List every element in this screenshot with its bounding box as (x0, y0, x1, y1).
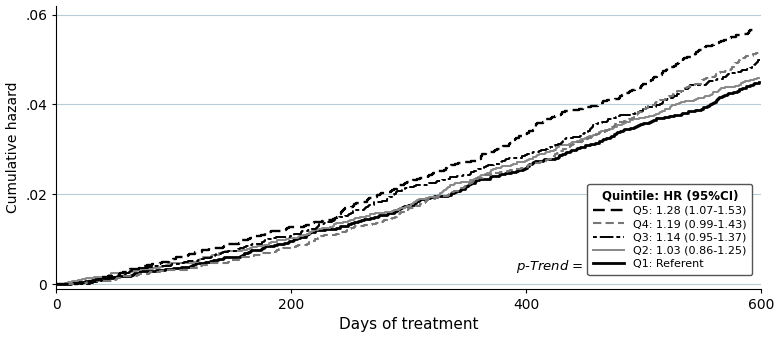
X-axis label: Days of treatment: Days of treatment (339, 317, 478, 333)
Y-axis label: Cumulative hazard: Cumulative hazard (5, 81, 20, 213)
Text: $p$-Trend = 0.002: $p$-Trend = 0.002 (516, 258, 626, 275)
Legend: Q5: 1.28 (1.07-1.53), Q4: 1.19 (0.99-1.43), Q3: 1.14 (0.95-1.37), Q2: 1.03 (0.86: Q5: 1.28 (1.07-1.53), Q4: 1.19 (0.99-1.4… (587, 184, 752, 275)
